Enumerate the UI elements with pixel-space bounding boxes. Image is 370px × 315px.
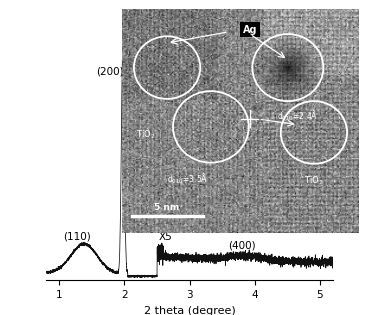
- Text: d$_{010}$=2.4Å: d$_{010}$=2.4Å: [277, 108, 318, 123]
- Text: (400): (400): [228, 241, 256, 251]
- Text: (110): (110): [63, 232, 91, 242]
- X-axis label: 2 theta (degree): 2 theta (degree): [144, 306, 235, 315]
- Text: TiO$_2$: TiO$_2$: [136, 129, 156, 141]
- Text: TiO$_2$: TiO$_2$: [304, 175, 324, 187]
- Text: X5: X5: [158, 232, 172, 242]
- Text: (200): (200): [96, 66, 124, 77]
- Text: 5 nm: 5 nm: [154, 203, 180, 212]
- Text: Ag: Ag: [243, 25, 257, 35]
- Text: d$_{010}$=3.5Å: d$_{010}$=3.5Å: [166, 172, 208, 186]
